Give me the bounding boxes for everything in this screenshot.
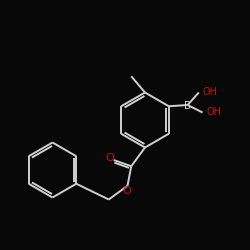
Text: OH: OH — [202, 87, 218, 97]
Text: OH: OH — [206, 107, 221, 117]
Text: B: B — [184, 101, 191, 111]
Text: O: O — [105, 153, 114, 163]
Text: O: O — [122, 186, 131, 196]
